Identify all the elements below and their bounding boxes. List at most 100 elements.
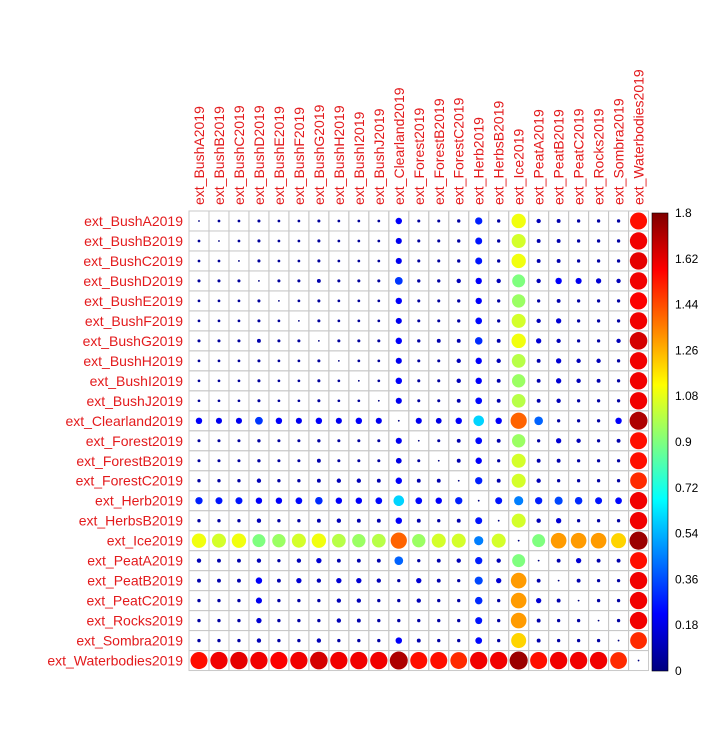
- correlation-circle: [377, 339, 381, 343]
- correlation-circle: [277, 239, 281, 243]
- correlation-circle: [595, 278, 602, 284]
- correlation-circle: [497, 598, 501, 603]
- correlation-circle: [317, 618, 321, 623]
- correlation-circle: [297, 319, 300, 322]
- correlation-circle: [410, 652, 428, 670]
- correlation-circle: [575, 557, 582, 564]
- correlation-circle: [456, 358, 461, 364]
- correlation-circle: [437, 519, 441, 523]
- correlation-circle: [297, 379, 301, 383]
- correlation-circle: [436, 578, 441, 583]
- correlation-circle: [295, 417, 302, 424]
- correlation-circle: [215, 497, 223, 505]
- correlation-circle: [630, 432, 648, 450]
- row-label: ext_Sombra2019: [76, 633, 183, 649]
- correlation-circle: [536, 378, 541, 383]
- correlation-circle: [596, 399, 601, 403]
- correlation-circle: [475, 377, 482, 385]
- row-label: ext_HerbsB2019: [79, 513, 184, 529]
- correlation-circle: [511, 393, 526, 408]
- correlation-circle: [496, 398, 501, 403]
- correlation-circle: [395, 437, 402, 444]
- correlation-circle: [337, 399, 341, 403]
- correlation-circle: [317, 439, 321, 443]
- correlation-circle: [491, 533, 506, 548]
- correlation-circle: [629, 252, 648, 270]
- correlation-circle: [416, 478, 421, 483]
- correlation-circle: [475, 437, 483, 445]
- correlation-circle: [555, 378, 562, 384]
- correlation-circle: [217, 399, 221, 403]
- correlation-circle: [536, 239, 541, 243]
- correlation-circle: [237, 219, 241, 223]
- correlation-circle: [297, 239, 301, 243]
- legend-tick-label: 1.08: [675, 389, 699, 403]
- column-label: ext_Rocks2019: [591, 108, 607, 205]
- correlation-circle: [237, 558, 241, 563]
- correlation-circle: [297, 279, 301, 283]
- correlation-circle: [277, 479, 281, 483]
- correlation-circle: [258, 280, 260, 282]
- correlation-circle: [217, 379, 221, 383]
- correlation-circle: [456, 378, 461, 383]
- correlation-circle: [436, 558, 441, 563]
- correlation-circle: [437, 459, 440, 462]
- correlation-circle: [596, 558, 601, 563]
- correlation-circle: [629, 312, 648, 330]
- correlation-circle: [237, 459, 241, 463]
- correlation-circle: [511, 633, 527, 649]
- correlation-circle: [317, 399, 321, 403]
- correlation-circle: [357, 279, 361, 283]
- correlation-circle: [337, 339, 341, 343]
- correlation-circle: [475, 617, 483, 625]
- correlation-circle: [217, 219, 221, 223]
- correlation-circle: [576, 299, 581, 303]
- correlation-circle: [417, 459, 421, 463]
- correlation-circle: [375, 417, 382, 424]
- correlation-circle: [198, 220, 200, 222]
- correlation-circle: [417, 558, 421, 563]
- correlation-circle: [317, 299, 321, 303]
- correlation-circle: [395, 337, 403, 345]
- correlation-circle: [257, 319, 261, 323]
- column-label: ext_BushJ2019: [371, 108, 387, 205]
- correlation-circle: [371, 533, 386, 548]
- legend-tick-label: 0.18: [675, 618, 699, 632]
- correlation-circle: [417, 339, 421, 343]
- correlation-circle: [555, 518, 562, 524]
- correlation-circle: [596, 239, 601, 243]
- correlation-circle: [475, 457, 482, 464]
- correlation-circle: [377, 219, 381, 223]
- correlation-circle: [197, 439, 201, 443]
- correlation-circle: [256, 338, 261, 343]
- correlation-circle: [576, 378, 581, 383]
- correlation-circle: [377, 459, 381, 463]
- correlation-circle: [596, 419, 601, 423]
- correlation-circle: [237, 598, 241, 603]
- correlation-circle: [377, 299, 381, 303]
- correlation-circle: [616, 598, 621, 603]
- correlation-circle: [616, 459, 621, 463]
- row-label: ext_PeatC2019: [86, 593, 183, 609]
- correlation-circle: [576, 239, 581, 243]
- correlation-circle: [336, 518, 342, 523]
- correlation-circle: [217, 439, 221, 443]
- correlation-circle: [457, 219, 461, 223]
- correlation-circle: [376, 518, 381, 523]
- column-label: ext_BushD2019: [251, 105, 267, 205]
- correlation-circle: [297, 219, 301, 223]
- correlation-circle: [277, 379, 281, 383]
- correlation-circle: [615, 497, 622, 505]
- correlation-circle: [336, 618, 342, 623]
- correlation-circle: [496, 378, 501, 383]
- correlation-circle: [576, 259, 581, 263]
- correlation-circle: [576, 618, 581, 623]
- correlation-circle: [217, 339, 221, 343]
- correlation-circle: [290, 651, 308, 670]
- row-label: ext_Ice2019: [107, 533, 183, 549]
- correlation-circle: [549, 651, 568, 670]
- correlation-circle: [272, 533, 286, 548]
- correlation-circle: [217, 259, 221, 263]
- correlation-circle: [630, 452, 648, 470]
- correlation-circle: [297, 479, 301, 483]
